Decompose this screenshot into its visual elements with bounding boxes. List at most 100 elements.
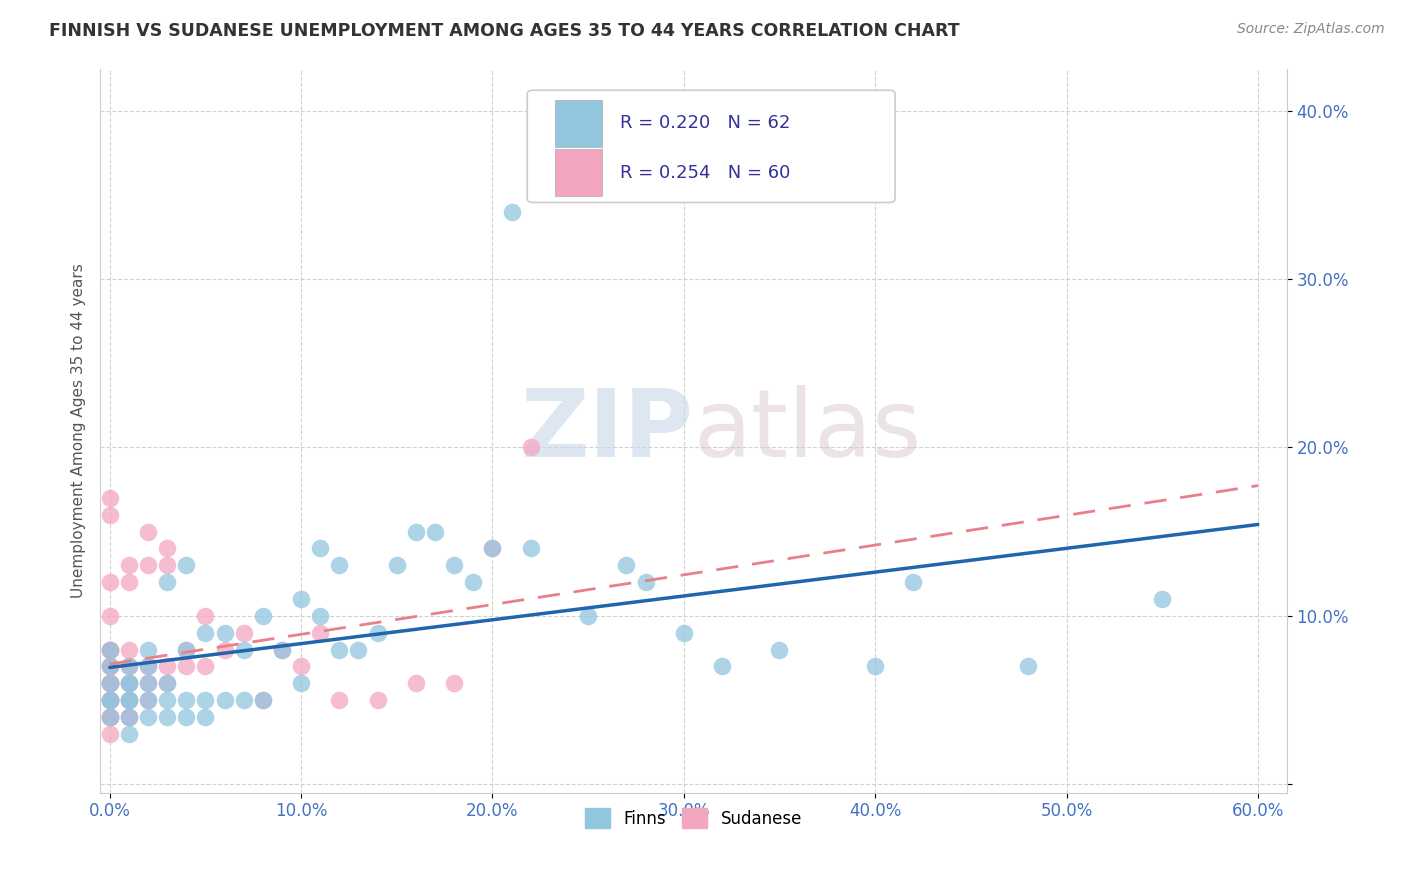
Text: atlas: atlas <box>693 384 921 476</box>
Point <box>118 693 141 707</box>
Point <box>309 541 332 556</box>
Point <box>98 710 121 724</box>
Point <box>711 659 734 673</box>
Point <box>174 558 197 573</box>
FancyBboxPatch shape <box>527 90 896 202</box>
Point <box>118 558 141 573</box>
Point <box>136 659 159 673</box>
Point <box>136 642 159 657</box>
Point <box>903 575 925 590</box>
Point <box>136 710 159 724</box>
Point <box>136 693 159 707</box>
Point <box>271 642 294 657</box>
Point <box>98 693 121 707</box>
Point <box>252 693 274 707</box>
Point <box>576 608 599 623</box>
Point <box>156 541 179 556</box>
Point <box>136 676 159 690</box>
Point <box>290 659 312 673</box>
Point <box>443 676 465 690</box>
Point <box>232 625 254 640</box>
Point <box>328 642 350 657</box>
Point <box>118 693 141 707</box>
Point <box>309 625 332 640</box>
Point <box>98 693 121 707</box>
Point <box>118 676 141 690</box>
Text: R = 0.254   N = 60: R = 0.254 N = 60 <box>620 163 790 182</box>
Point <box>98 508 121 522</box>
Point <box>519 441 541 455</box>
Text: R = 0.220   N = 62: R = 0.220 N = 62 <box>620 114 790 132</box>
Point <box>98 710 121 724</box>
Point <box>1017 659 1039 673</box>
Point <box>309 608 332 623</box>
Point <box>214 693 236 707</box>
Point <box>481 541 503 556</box>
Point <box>156 659 179 673</box>
Point <box>136 524 159 539</box>
Point <box>98 676 121 690</box>
Legend: Finns, Sudanese: Finns, Sudanese <box>578 801 808 835</box>
Point <box>1152 592 1174 607</box>
Point <box>634 575 657 590</box>
Point <box>156 676 179 690</box>
Point <box>616 558 638 573</box>
Point <box>252 608 274 623</box>
Point <box>98 608 121 623</box>
Point <box>290 592 312 607</box>
Point <box>136 693 159 707</box>
Point <box>98 676 121 690</box>
Point <box>863 659 886 673</box>
Point <box>98 710 121 724</box>
Point <box>98 642 121 657</box>
Point <box>174 642 197 657</box>
Point <box>98 710 121 724</box>
Point <box>194 608 217 623</box>
Point <box>405 676 427 690</box>
FancyBboxPatch shape <box>554 100 602 147</box>
Point <box>118 676 141 690</box>
Point <box>98 693 121 707</box>
Point <box>98 491 121 505</box>
Point <box>423 524 446 539</box>
Point <box>98 575 121 590</box>
Point <box>232 693 254 707</box>
Point <box>98 642 121 657</box>
Point <box>98 642 121 657</box>
Point <box>194 693 217 707</box>
Point <box>194 659 217 673</box>
Point <box>118 676 141 690</box>
Point <box>672 625 695 640</box>
Text: Source: ZipAtlas.com: Source: ZipAtlas.com <box>1237 22 1385 37</box>
Point <box>98 642 121 657</box>
Point <box>118 710 141 724</box>
Point <box>98 659 121 673</box>
Point <box>98 659 121 673</box>
Point <box>194 625 217 640</box>
Point <box>98 693 121 707</box>
Point <box>463 575 485 590</box>
Y-axis label: Unemployment Among Ages 35 to 44 years: Unemployment Among Ages 35 to 44 years <box>72 263 86 598</box>
Point <box>98 659 121 673</box>
Point <box>98 659 121 673</box>
Point <box>136 659 159 673</box>
Point <box>328 558 350 573</box>
Point <box>118 575 141 590</box>
Point <box>156 676 179 690</box>
Point <box>98 710 121 724</box>
Point <box>136 676 159 690</box>
Point <box>214 625 236 640</box>
Point <box>118 676 141 690</box>
Point <box>118 710 141 724</box>
Point <box>156 710 179 724</box>
Text: FINNISH VS SUDANESE UNEMPLOYMENT AMONG AGES 35 TO 44 YEARS CORRELATION CHART: FINNISH VS SUDANESE UNEMPLOYMENT AMONG A… <box>49 22 960 40</box>
Point <box>98 676 121 690</box>
Point <box>118 693 141 707</box>
Point <box>98 676 121 690</box>
Point <box>232 642 254 657</box>
Point <box>405 524 427 539</box>
Point <box>501 204 523 219</box>
Point <box>156 558 179 573</box>
Point <box>290 676 312 690</box>
Point <box>118 659 141 673</box>
